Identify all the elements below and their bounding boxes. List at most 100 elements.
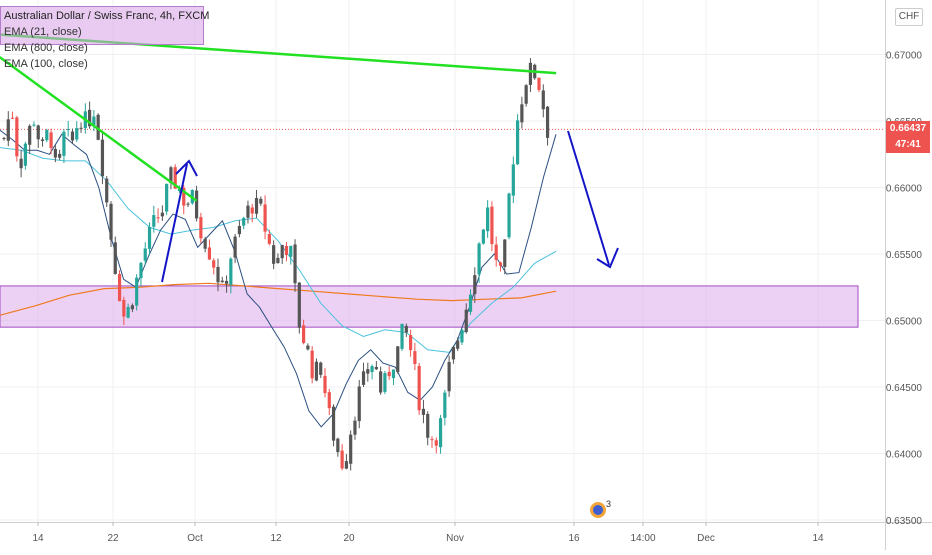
candle-body [92,116,96,126]
support-zone-layer [0,128,885,328]
candles [2,58,550,471]
candle-body [49,132,53,148]
time-tick-label: Nov [446,533,464,544]
time-tick-label: 12 [270,533,282,544]
symbol-title[interactable]: Australian Dollar / Swiss Franc, 4h, FXC… [4,10,210,22]
price-tick-label: 0.65000 [886,317,923,328]
candle-body [331,406,336,441]
candle-body [404,325,408,333]
candle-body [113,242,117,274]
candle-body [62,131,66,156]
price-tick-label: 0.67000 [886,51,923,62]
candle-body [100,139,105,177]
candle-body [353,420,357,435]
candle-body [336,438,340,453]
candle-body [32,124,36,126]
candle-body [413,351,417,364]
up-arrow-head [175,159,198,177]
candle-body [246,205,250,218]
candle-body [276,257,280,263]
event-icon-count: 3 [606,499,611,509]
time-tick-label: Oct [187,533,203,544]
descending-trendline [0,56,198,202]
candle-body [2,137,6,139]
candle-body [361,371,366,385]
down-arrow-shaft [567,130,610,266]
candle-body [182,187,186,206]
candle-body [139,262,143,279]
support-zone [0,285,859,328]
candle-body [430,439,434,441]
candle-body [477,243,481,275]
candle-body [220,280,224,283]
candle-body [344,461,348,469]
legend-ema800[interactable]: EMA (800, close) [4,42,88,54]
candle-body [349,434,353,464]
candle-body [23,143,27,166]
candle-body [374,366,378,370]
candle-body [28,125,32,145]
candle-body [486,207,490,232]
candle-body [88,109,92,127]
candle-body [357,386,361,422]
candle-body [503,239,507,267]
candle-body [370,366,374,373]
candle-body [36,125,40,140]
candle-body [434,440,438,446]
candle-body [237,225,241,235]
candle-body [447,362,451,392]
candle-body [126,306,130,318]
candle-body [511,164,515,196]
ema800-line [0,282,557,316]
candle-body [464,309,468,333]
legend-ema21[interactable]: EMA (21, close) [4,26,82,38]
down-arrow-head [596,247,619,269]
candle-body [481,229,485,244]
time-tick-label: 14:00 [630,533,655,544]
candle-body [105,178,109,203]
candle-body [169,167,173,184]
time-tick-label: 22 [107,533,119,544]
candle-body [284,245,289,256]
candle-body [250,207,254,214]
candle-body [177,189,182,192]
candle-body [537,77,541,90]
candle-body [259,198,263,204]
price-tick-label: 0.66000 [886,184,923,195]
candle-body [460,329,464,343]
indicator-legend: Australian Dollar / Swiss Franc, 4h, FXC… [4,8,209,72]
candle-body [152,215,156,227]
candle-body [109,203,113,240]
candle-body [391,369,396,379]
candle-body [438,418,443,448]
candle-body [45,130,49,141]
legend-highlight [0,6,204,45]
candle-body [297,282,301,328]
candle-body [199,217,203,239]
candle-body [79,127,83,129]
candle-body [490,206,494,245]
candle-body [340,450,344,469]
legend-ema100[interactable]: EMA (100, close) [4,58,88,70]
candle-body [383,373,387,392]
candle-body [498,262,503,266]
time-tick-label: 14 [32,533,44,544]
candle-body [143,248,147,261]
candle-body [233,236,237,258]
currency-badge[interactable]: CHF [895,8,923,26]
candle-body [293,244,297,284]
candle-body [135,277,139,306]
candle-body [310,350,314,379]
candle-body [272,245,276,264]
candle-body [400,323,404,349]
time-axis: 14 22 Oct 12 20 Nov 16 14:00 Dec 14 [32,522,824,544]
candle-body [426,413,430,438]
candle-body [494,244,498,260]
time-tick-label: 16 [568,533,580,544]
candle-body [254,198,259,214]
candle-body [314,361,319,381]
candle-body [19,158,23,169]
candle-body [212,260,216,268]
